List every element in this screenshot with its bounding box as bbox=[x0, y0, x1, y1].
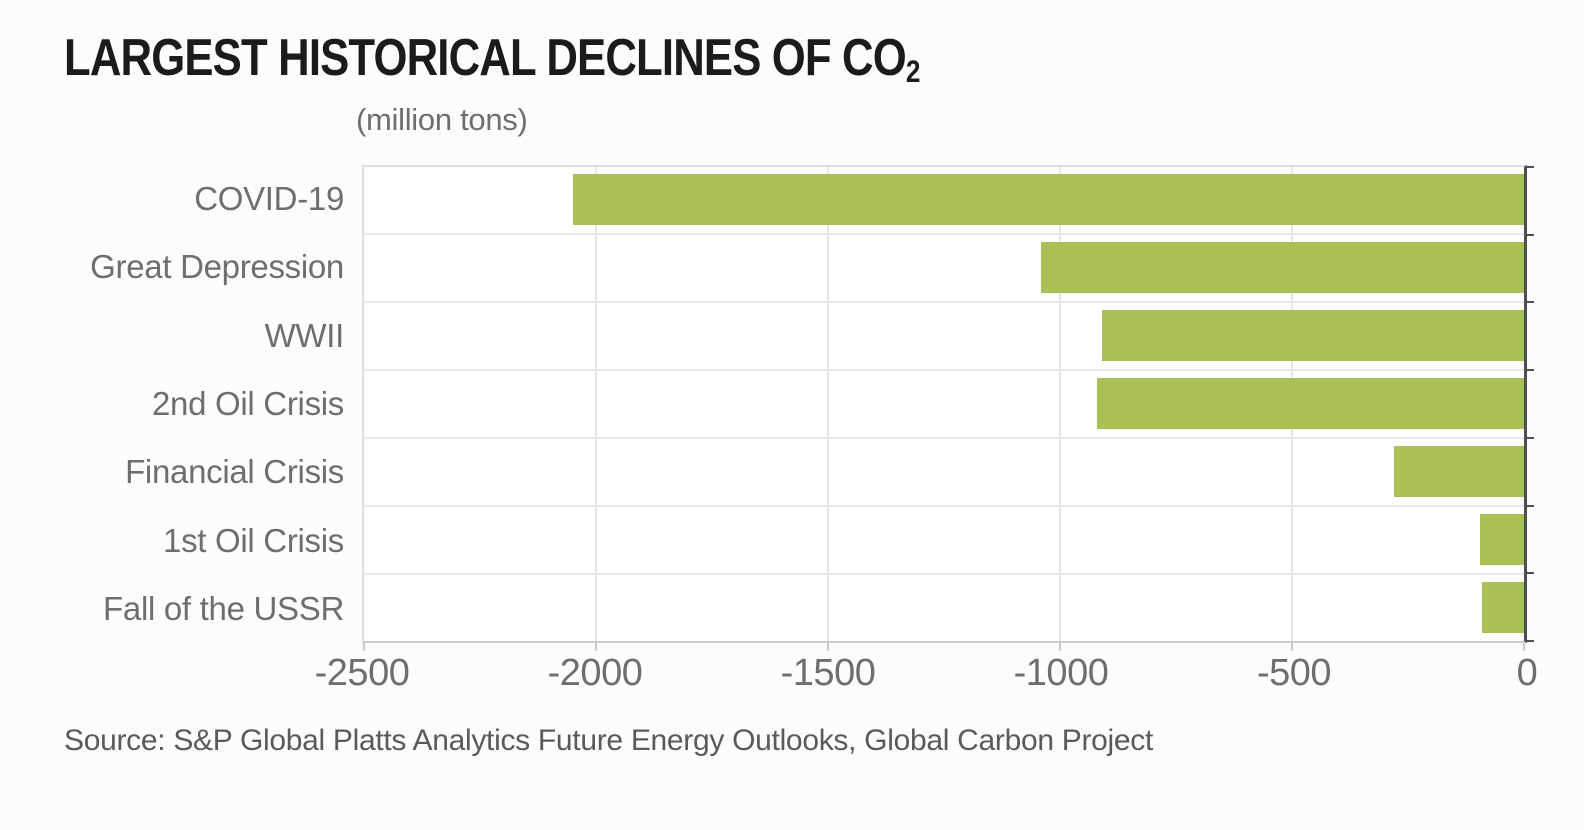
chart-row bbox=[364, 437, 1524, 505]
category-axis-tick bbox=[1527, 166, 1534, 168]
category-axis-tick bbox=[1527, 301, 1534, 304]
chart-row bbox=[364, 301, 1524, 369]
bar bbox=[1479, 514, 1524, 566]
bar bbox=[1041, 242, 1524, 294]
category-label: WWII bbox=[264, 316, 345, 354]
x-axis-tick bbox=[363, 643, 365, 651]
gridline bbox=[1059, 167, 1061, 641]
category-label: Great Depression bbox=[90, 248, 344, 286]
x-tick-label: 0 bbox=[1516, 652, 1538, 694]
bar bbox=[1394, 446, 1524, 498]
bar bbox=[572, 174, 1524, 226]
category-axis-tick bbox=[1527, 640, 1534, 642]
chart-title-text: LARGEST HISTORICAL DECLINES OF CO bbox=[64, 29, 907, 87]
gridline bbox=[595, 167, 597, 641]
category-axis-tick bbox=[1527, 436, 1534, 439]
x-axis-tick bbox=[1291, 643, 1293, 651]
category-axis-tick bbox=[1527, 369, 1534, 372]
x-tick-label: -1000 bbox=[1013, 652, 1109, 694]
category-axis-tick bbox=[1527, 233, 1534, 236]
x-axis-tick bbox=[1523, 643, 1525, 651]
chart-row bbox=[364, 233, 1524, 301]
chart-row bbox=[364, 167, 1524, 233]
x-axis-tick bbox=[1059, 643, 1061, 651]
source-note: Source: S&P Global Platts Analytics Futu… bbox=[64, 724, 1154, 757]
category-axis-tick bbox=[1527, 572, 1534, 575]
x-tick-label: -2500 bbox=[314, 652, 410, 694]
chart-row bbox=[364, 505, 1524, 573]
x-tick-label: -1500 bbox=[780, 652, 876, 694]
x-axis-tick bbox=[827, 643, 829, 651]
category-label: Fall of the USSR bbox=[103, 589, 344, 627]
chart-title-subscript: 2 bbox=[905, 53, 921, 89]
chart-row bbox=[364, 369, 1524, 437]
plot-rows bbox=[364, 167, 1524, 641]
x-tick-label: -500 bbox=[1256, 652, 1332, 694]
units-label: (million tons) bbox=[356, 102, 528, 137]
x-axis: -2500 -2000 -1500 -1000 -500 0 bbox=[315, 652, 1538, 694]
category-axis: COVID-19 Great Depression WWII 2nd Oil Cris… bbox=[0, 165, 344, 643]
category-label: Financial Crisis bbox=[125, 453, 344, 491]
gridline bbox=[827, 167, 829, 641]
category-label: 2nd Oil Crisis bbox=[151, 384, 344, 422]
category-axis-tick bbox=[1527, 504, 1534, 507]
x-tick-label: -2000 bbox=[547, 652, 643, 694]
x-axis-tick bbox=[595, 643, 597, 651]
plot-area bbox=[362, 165, 1534, 651]
bar bbox=[1101, 310, 1524, 362]
bar bbox=[1482, 582, 1524, 634]
chart-title: LARGEST HISTORICAL DECLINES OF CO2 bbox=[64, 28, 921, 89]
chart-row bbox=[364, 573, 1524, 641]
bar bbox=[1097, 378, 1524, 430]
category-label: 1st Oil Crisis bbox=[163, 521, 344, 559]
category-label: COVID-19 bbox=[194, 180, 344, 218]
